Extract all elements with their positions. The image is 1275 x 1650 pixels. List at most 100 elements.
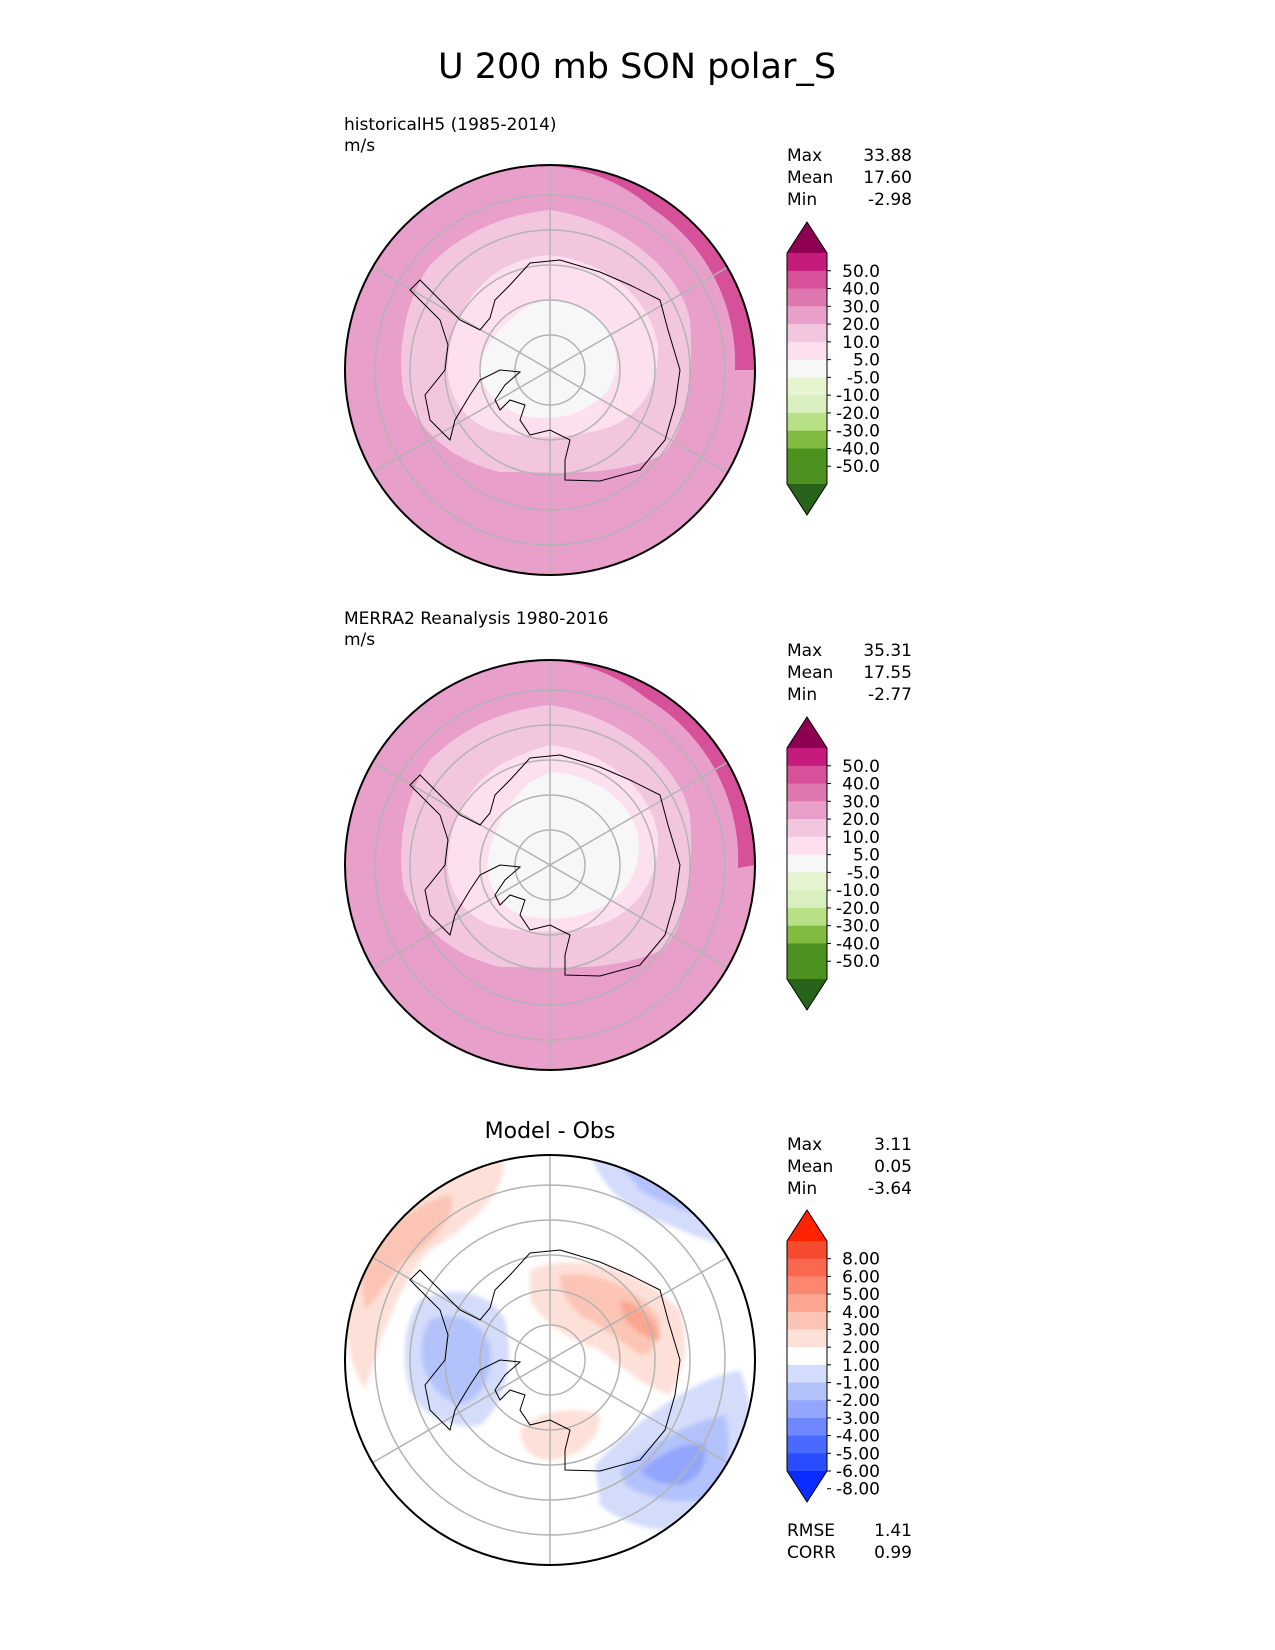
colorbar-outline	[786, 221, 828, 516]
colorbar-tick-label: 10.0	[842, 828, 880, 848]
panel-diff-corr-label: CORR	[787, 1543, 836, 1563]
colorbar-tick-label: -3.00	[836, 1409, 880, 1429]
negative-anomaly-northeast	[590, 1155, 725, 1245]
colorbar-segment	[787, 448, 827, 467]
colorbar-tick-label: -20.0	[836, 404, 880, 424]
panel-model-title: historicalH5 (1985-2014)	[344, 115, 557, 135]
panel-model-min-label: Min	[787, 190, 817, 210]
colorbar-tick-label: -5.0	[847, 368, 880, 388]
colorbar-tick-label: -50.0	[836, 952, 880, 972]
colorbar-tick-label: 6.00	[842, 1267, 880, 1287]
colorbar-segment	[787, 872, 827, 891]
colorbar-segment	[787, 1329, 827, 1348]
panel-diff-map-border	[344, 1154, 756, 1566]
colorbar-segment	[787, 1382, 827, 1401]
colorbar-extend-min	[787, 979, 827, 1010]
colorbar-segment	[787, 1417, 827, 1437]
colorbar-segment	[787, 377, 827, 396]
panel-model-units: m/s	[344, 136, 375, 156]
colorbar-segment	[787, 943, 827, 962]
colorbar-tick-label: -5.00	[836, 1444, 880, 1464]
colorbar-segment	[787, 1453, 827, 1472]
colorbar-segment	[787, 961, 827, 980]
colorbar-extend-max	[787, 717, 827, 748]
colorbar-segment	[787, 306, 827, 325]
negative-anomaly-west-core	[421, 1316, 491, 1405]
panel-diff-rmse-label: RMSE	[787, 1521, 835, 1541]
panel-diff-colorbar: 8.006.005.004.003.002.001.00-1.00-2.00-3…	[786, 1209, 880, 1503]
colorbar-tick-label: 4.00	[842, 1303, 880, 1323]
colorbar-tick-label: -4.00	[836, 1427, 880, 1447]
colorbar-segment	[787, 412, 827, 432]
panel-obs-units: m/s	[344, 630, 375, 650]
panel-obs-colorbar: 50.040.030.020.010.05.0-5.0-10.0-20.0-30…	[786, 716, 880, 1011]
panel-model-map-border	[344, 164, 756, 576]
colorbar-extend-min	[787, 484, 827, 515]
colorbar-tick-label: -40.0	[836, 934, 880, 954]
colorbar-segment	[787, 253, 827, 272]
panel-model-min-value: -2.98	[868, 190, 912, 210]
panel-obs-mean-value: 17.55	[863, 663, 912, 683]
positive-anomaly-west-core	[360, 1195, 452, 1310]
panel-obs-title: MERRA2 Reanalysis 1980-2016	[344, 609, 609, 629]
colorbar-tick-label: -2.00	[836, 1391, 880, 1411]
colorbar-segment	[787, 1364, 827, 1384]
panel-diff-min-value: -3.64	[868, 1179, 912, 1199]
colorbar-tick-label: 40.0	[842, 280, 880, 300]
colorbar-tick-label: 1.00	[842, 1356, 880, 1376]
colorbar-tick-label: 30.0	[842, 297, 880, 317]
panel-model: historicalH5 (1985-2014) m/s Max 33.88 M…	[344, 115, 912, 576]
negative-anomaly-southeast-peak	[640, 1443, 706, 1485]
colorbar-segment	[787, 359, 827, 378]
colorbar-segment	[787, 288, 827, 307]
colorbar-tick-label: -40.0	[836, 439, 880, 459]
panel-obs-max-label: Max	[787, 641, 822, 661]
panel-diff-coastline	[409, 1249, 681, 1472]
panel-model-colorbar: 50.040.030.020.010.05.0-5.0-10.0-20.0-30…	[786, 221, 880, 516]
colorbar-extend-max	[787, 222, 827, 253]
colorbar-segment	[787, 925, 827, 945]
panel-diff-min-label: Min	[787, 1179, 817, 1199]
colorbar-segment	[787, 1435, 827, 1454]
panel-model-mean-value: 17.60	[863, 168, 912, 188]
panel-obs-coastline	[409, 754, 681, 977]
colorbar-tick-label: 50.0	[842, 262, 880, 282]
colorbar-segment	[787, 1276, 827, 1295]
colorbar-tick-label: -50.0	[836, 457, 880, 477]
panel-obs-map-border	[344, 659, 756, 1071]
colorbar-tick-label: -30.0	[836, 422, 880, 442]
panel-model-mean-label: Mean	[787, 168, 833, 188]
colorbar-tick-label: 5.00	[842, 1285, 880, 1305]
panel-model-max-label: Max	[787, 146, 822, 166]
colorbar-tick-label: -10.0	[836, 386, 880, 406]
colorbar-segment	[787, 1311, 827, 1331]
panel-diff-rmse-value: 1.41	[874, 1521, 912, 1541]
colorbar-extend-max	[787, 1210, 827, 1241]
colorbar-segment	[787, 836, 827, 856]
colorbar-segment	[787, 466, 827, 485]
colorbar-tick-label: 5.0	[853, 351, 880, 371]
panel-obs-max-value: 35.31	[863, 641, 912, 661]
colorbar-segment	[787, 854, 827, 873]
colorbar-segment	[787, 1400, 827, 1419]
colorbar-segment	[787, 395, 827, 414]
colorbar-segment	[787, 819, 827, 838]
colorbar-segment	[787, 1347, 827, 1366]
colorbar-segment	[787, 341, 827, 361]
panel-obs-min-value: -2.77	[868, 685, 912, 705]
colorbar-tick-label: -30.0	[836, 917, 880, 937]
weak-wind-core	[487, 772, 639, 919]
colorbar-segment	[787, 1294, 827, 1313]
panel-obs-graticule	[371, 660, 729, 1070]
panel-obs: MERRA2 Reanalysis 1980-2016 m/s Max 35.3…	[344, 609, 912, 1071]
colorbar-outline	[786, 716, 828, 1011]
colorbar-segment	[787, 324, 827, 343]
colorbar-segment	[787, 801, 827, 820]
colorbar-tick-label: -1.00	[836, 1374, 880, 1394]
colorbar-tick-label: -10.0	[836, 881, 880, 901]
colorbar-tick-label: 2.00	[842, 1338, 880, 1358]
panel-diff-title: Model - Obs	[485, 1119, 616, 1144]
colorbar-segment	[787, 783, 827, 802]
colorbar-tick-label: -5.0	[847, 863, 880, 883]
